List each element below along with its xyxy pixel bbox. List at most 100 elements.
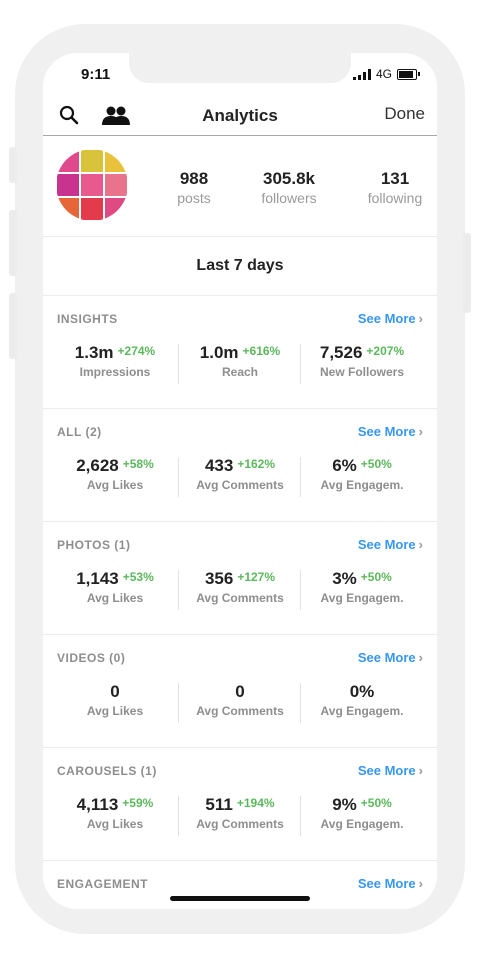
following-count: 131 xyxy=(380,169,410,188)
stat-followers: 305.8k followers xyxy=(249,169,329,206)
stat-posts: 988 posts xyxy=(154,169,234,206)
network-label: 4G xyxy=(375,67,392,81)
avatar-tile xyxy=(81,150,103,172)
metric-divider xyxy=(178,344,179,384)
section-engagement: ENGAGEMENT See More › xyxy=(43,861,437,909)
battery-icon xyxy=(397,68,420,80)
home-indicator xyxy=(170,896,310,901)
metric-value: 356 xyxy=(204,569,234,588)
see-more-link[interactable]: See More › xyxy=(358,876,423,891)
metric-value: 7,526 xyxy=(319,343,363,362)
metric-change: +50% xyxy=(360,457,392,471)
section-title: PHOTOS (1) xyxy=(57,538,131,552)
status-indicators: 4G xyxy=(352,67,420,81)
metric-value: 433 xyxy=(204,456,234,475)
metric-value: 0% xyxy=(349,682,375,701)
section-title: INSIGHTS xyxy=(57,312,118,326)
metric-divider xyxy=(300,457,301,497)
metric-value: 0 xyxy=(235,682,245,701)
metric-value: 511 xyxy=(205,795,233,814)
avatar[interactable] xyxy=(56,149,128,221)
metric-value: 3% xyxy=(332,569,357,588)
section-all: ALL (2) See More › 2,628 +58% Avg Likes 433 +16… xyxy=(43,409,437,522)
metric-label: Avg Engagem. xyxy=(320,704,404,718)
following-label: following xyxy=(367,190,423,206)
metric-change: +50% xyxy=(360,796,392,810)
metric: 9% +50% Avg Engagem. xyxy=(301,795,423,831)
metric-change: +127% xyxy=(237,570,276,584)
status-time: 9:11 xyxy=(81,66,111,83)
section-title: CAROUSELS (1) xyxy=(57,764,157,778)
metric-change: +274% xyxy=(117,344,156,358)
section-title: VIDEOS (0) xyxy=(57,651,126,665)
followers-label: followers xyxy=(261,190,317,206)
metric-label: Avg Comments xyxy=(196,817,284,831)
metric-value: 1.3m xyxy=(74,343,114,362)
side-button-volume-up xyxy=(9,210,17,276)
notch xyxy=(129,53,351,83)
metric: 0% Avg Engagem. xyxy=(301,682,423,718)
signal-icon xyxy=(352,68,371,80)
search-icon[interactable] xyxy=(59,105,79,130)
avatar-tile xyxy=(57,174,79,196)
metric-divider xyxy=(300,796,301,836)
chevron-right-icon: › xyxy=(418,537,423,552)
metric-change: +194% xyxy=(236,796,275,810)
see-more-link[interactable]: See More › xyxy=(358,424,423,439)
metric: 1.0m +616% Reach xyxy=(179,343,301,379)
see-more-link[interactable]: See More › xyxy=(358,537,423,552)
stat-following: 131 following xyxy=(355,169,435,206)
metric-value: 2,628 xyxy=(76,456,119,475)
screen: 9:11 4G Analytics Done 988 posts 305.8k … xyxy=(43,53,437,909)
section-title: ALL (2) xyxy=(57,425,102,439)
avatar-tile xyxy=(57,150,79,172)
see-more-label: See More xyxy=(357,537,416,552)
metric-value: 6% xyxy=(332,456,357,475)
section-photos: PHOTOS (1) See More › 1,143 +53% Avg Likes 356… xyxy=(43,522,437,635)
chevron-right-icon: › xyxy=(418,424,423,439)
metric-divider xyxy=(178,570,179,610)
metric: 433 +162% Avg Comments xyxy=(179,456,301,492)
metric: 4,113 +59% Avg Likes xyxy=(54,795,176,831)
metric-label: Avg Likes xyxy=(86,591,144,605)
section-title: ENGAGEMENT xyxy=(57,877,149,891)
metric-label: Avg Likes xyxy=(86,817,144,831)
metric-label: Avg Engagem. xyxy=(320,817,404,831)
chevron-right-icon: › xyxy=(418,650,423,665)
done-button[interactable]: Done xyxy=(384,104,425,123)
see-more-label: See More xyxy=(357,650,416,665)
see-more-link[interactable]: See More › xyxy=(358,650,423,665)
side-button-mute xyxy=(9,147,17,183)
chevron-right-icon: › xyxy=(418,311,423,326)
avatar-tile xyxy=(105,174,127,196)
metric-value: 4,113 xyxy=(76,795,119,814)
avatar-tile xyxy=(57,198,79,220)
metric: 511 +194% Avg Comments xyxy=(179,795,301,831)
followers-count: 305.8k xyxy=(263,169,315,188)
see-more-label: See More xyxy=(357,424,416,439)
metric-change: +50% xyxy=(360,570,392,584)
metric-value: 9% xyxy=(332,795,357,814)
see-more-link[interactable]: See More › xyxy=(358,311,423,326)
period-selector[interactable]: Last 7 days xyxy=(43,237,437,296)
metric: 6% +50% Avg Engagem. xyxy=(301,456,423,492)
metric-label: Avg Comments xyxy=(196,478,284,492)
metric-value: 0 xyxy=(110,682,120,701)
metric-divider xyxy=(300,344,301,384)
chevron-right-icon: › xyxy=(418,763,423,778)
metric: 7,526 +207% New Followers xyxy=(301,343,423,379)
metric: 2,628 +58% Avg Likes xyxy=(54,456,176,492)
metric-divider xyxy=(300,570,301,610)
metric: 356 +127% Avg Comments xyxy=(179,569,301,605)
people-icon[interactable] xyxy=(101,106,131,131)
chevron-right-icon: › xyxy=(418,876,423,891)
side-button-volume-down xyxy=(9,293,17,359)
see-more-link[interactable]: See More › xyxy=(358,763,423,778)
metric: 0 Avg Comments xyxy=(179,682,301,718)
nav-bar: Analytics Done xyxy=(43,95,437,136)
metric-divider xyxy=(300,683,301,723)
avatar-tile xyxy=(81,174,103,196)
metric-divider xyxy=(178,683,179,723)
metric-label: Avg Likes xyxy=(86,478,144,492)
metric-change: +616% xyxy=(242,344,281,358)
